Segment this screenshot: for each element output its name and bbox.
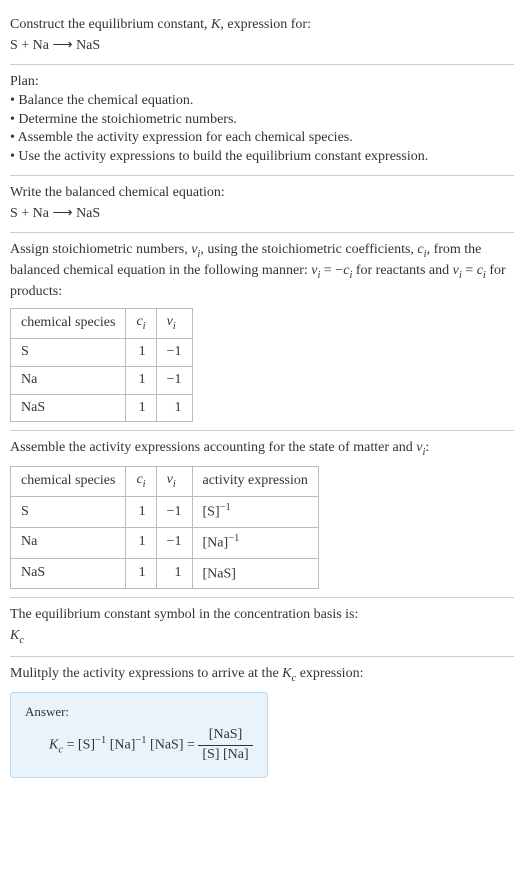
table-row: chemical species ci νi xyxy=(11,308,193,338)
plan-item-1: • Balance the chemical equation. xyxy=(10,92,514,111)
col-species: chemical species xyxy=(11,308,126,338)
col-nu-sub: i xyxy=(173,321,176,332)
answer-eq1: = xyxy=(63,738,78,753)
stoich-rel-eq: = − xyxy=(320,263,343,278)
table-row: S 1 −1 xyxy=(11,338,193,366)
cell-species: S xyxy=(11,497,126,528)
mult-a: Mulitply the activity expressions to arr… xyxy=(10,666,282,681)
intro-text-b: , expression for: xyxy=(220,17,311,32)
table-row: S 1 −1 [S]−1 xyxy=(11,497,319,528)
mult-k: K xyxy=(282,666,291,681)
frac-den: [S] [Na] xyxy=(198,746,252,765)
table-row: NaS 1 1 [NaS] xyxy=(11,558,319,589)
intro-equation: S + Na ⟶ NaS xyxy=(10,35,514,56)
cell-nu: −1 xyxy=(156,497,192,528)
col-species: chemical species xyxy=(11,467,126,497)
cell-nu: −1 xyxy=(156,527,192,558)
activity-text-a: Assemble the activity expressions accoun… xyxy=(10,440,416,455)
col-c: ci xyxy=(126,467,156,497)
act-base: [S] xyxy=(203,505,220,520)
cell-activity: [NaS] xyxy=(192,558,318,589)
intro-section: Construct the equilibrium constant, K, e… xyxy=(10,8,514,65)
cell-nu: −1 xyxy=(156,338,192,366)
answer-k: K xyxy=(49,738,58,753)
cell-nu: 1 xyxy=(156,394,192,422)
table-row: Na 1 −1 xyxy=(11,366,193,394)
cell-activity: [Na]−1 xyxy=(192,527,318,558)
cell-c: 1 xyxy=(126,394,156,422)
col-c: ci xyxy=(126,308,156,338)
plan-item-2: • Determine the stoichiometric numbers. xyxy=(10,111,514,130)
cell-activity: [S]−1 xyxy=(192,497,318,528)
balanced-text: Write the balanced chemical equation: xyxy=(10,184,514,203)
basis-symbol: Kc xyxy=(10,625,514,648)
answer-expression: Kc = [S]−1 [Na]−1 [NaS] = [NaS][S] [Na] xyxy=(25,726,253,765)
cell-nu: 1 xyxy=(156,558,192,589)
col-activity: activity expression xyxy=(192,467,318,497)
multiply-section: Mulitply the activity expressions to arr… xyxy=(10,657,514,786)
activity-intro: Assemble the activity expressions accoun… xyxy=(10,439,514,460)
plan-heading: Plan: xyxy=(10,73,514,92)
basis-text: The equilibrium constant symbol in the c… xyxy=(10,606,514,625)
activity-section: Assemble the activity expressions accoun… xyxy=(10,431,514,598)
plan-section: Plan: • Balance the chemical equation. •… xyxy=(10,65,514,176)
stoich-text-d: for reactants and xyxy=(352,263,452,278)
answer-t3: [NaS] xyxy=(150,738,183,753)
cell-c: 1 xyxy=(126,558,156,589)
act-base: [Na] xyxy=(203,536,229,551)
basis-k-sub: c xyxy=(19,635,24,646)
answer-eq2: = xyxy=(183,738,198,753)
cell-species: Na xyxy=(11,366,126,394)
answer-t2-exp: −1 xyxy=(135,735,146,746)
col-c-sub: i xyxy=(143,321,146,332)
col-nu: νi xyxy=(156,467,192,497)
col-c-sub: i xyxy=(143,479,146,490)
plan-item-3: • Assemble the activity expression for e… xyxy=(10,129,514,148)
stoich-text-b: , using the stoichiometric coefficients, xyxy=(200,242,417,257)
answer-t1-exp: −1 xyxy=(95,735,106,746)
stoich-rel2-eq: = xyxy=(462,263,477,278)
table-row: Na 1 −1 [Na]−1 xyxy=(11,527,319,558)
cell-species: NaS xyxy=(11,394,126,422)
table-row: NaS 1 1 xyxy=(11,394,193,422)
cell-nu: −1 xyxy=(156,366,192,394)
answer-box: Answer: Kc = [S]−1 [Na]−1 [NaS] = [NaS][… xyxy=(10,692,268,778)
stoich-text-a: Assign stoichiometric numbers, xyxy=(10,242,191,257)
balanced-section: Write the balanced chemical equation: S … xyxy=(10,176,514,233)
table-row: chemical species ci νi activity expressi… xyxy=(11,467,319,497)
cell-species: NaS xyxy=(11,558,126,589)
cell-c: 1 xyxy=(126,366,156,394)
intro-k: K xyxy=(211,17,220,32)
answer-label: Answer: xyxy=(25,703,253,721)
act-exp: −1 xyxy=(220,502,231,513)
stoich-section: Assign stoichiometric numbers, νi , using… xyxy=(10,233,514,431)
stoich-table: chemical species ci νi S 1 −1 Na 1 −1 Na… xyxy=(10,308,193,423)
basis-section: The equilibrium constant symbol in the c… xyxy=(10,598,514,657)
cell-species: S xyxy=(11,338,126,366)
mult-b: expression: xyxy=(296,666,363,681)
answer-fraction: [NaS][S] [Na] xyxy=(198,726,252,765)
act-exp: −1 xyxy=(228,533,239,544)
intro-text-a: Construct the equilibrium constant, xyxy=(10,17,211,32)
act-base: [NaS] xyxy=(203,566,236,581)
col-nu: νi xyxy=(156,308,192,338)
stoich-intro: Assign stoichiometric numbers, νi, using… xyxy=(10,241,514,302)
cell-species: Na xyxy=(11,527,126,558)
activity-table: chemical species ci νi activity expressi… xyxy=(10,466,319,589)
multiply-text: Mulitply the activity expressions to arr… xyxy=(10,665,514,686)
cell-c: 1 xyxy=(126,338,156,366)
col-nu-sub: i xyxy=(173,479,176,490)
cell-c: 1 xyxy=(126,527,156,558)
cell-c: 1 xyxy=(126,497,156,528)
plan-item-4: • Use the activity expressions to build … xyxy=(10,148,514,167)
frac-num: [NaS] xyxy=(198,726,252,746)
basis-k: K xyxy=(10,628,19,643)
answer-t2: [Na] xyxy=(110,738,136,753)
balanced-equation: S + Na ⟶ NaS xyxy=(10,203,514,224)
intro-title: Construct the equilibrium constant, K, e… xyxy=(10,16,514,35)
activity-text-b: : xyxy=(425,440,429,455)
answer-t1: [S] xyxy=(78,738,95,753)
